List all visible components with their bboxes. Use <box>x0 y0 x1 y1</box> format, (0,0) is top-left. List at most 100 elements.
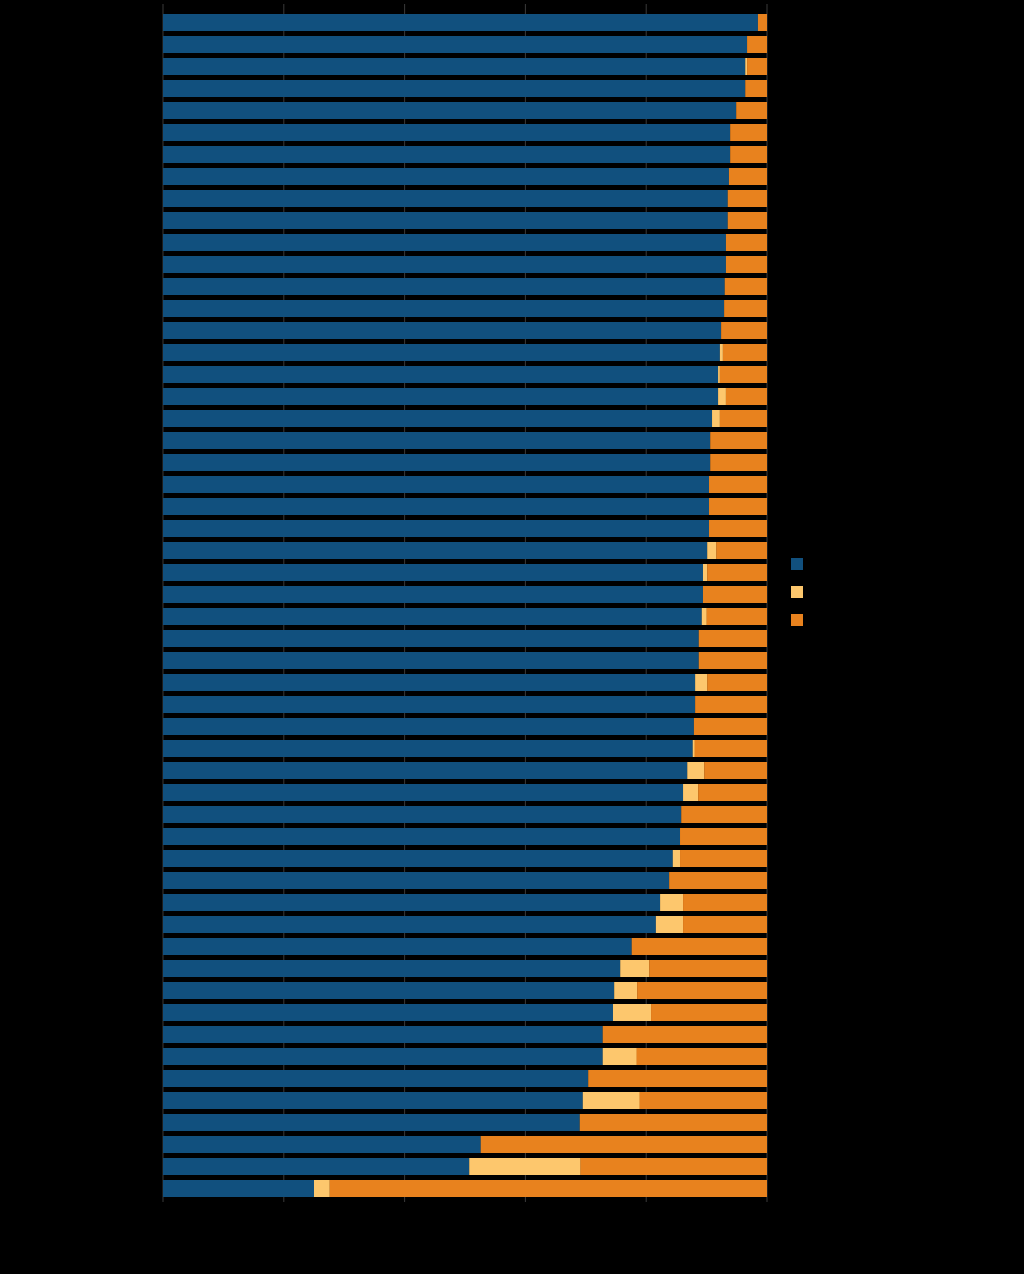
bar-segment <box>637 982 767 999</box>
bar-segment <box>163 762 688 779</box>
bar-segment <box>163 872 670 889</box>
bar-segment <box>163 1070 589 1087</box>
bar-segment <box>163 586 703 603</box>
bar-segment <box>698 652 767 669</box>
bar-segment <box>680 850 767 867</box>
x-tick-label: 0 <box>160 1210 167 1224</box>
bar-segment <box>602 1048 637 1065</box>
bar-segment <box>683 894 767 911</box>
bar-segment <box>639 1092 767 1109</box>
bar-segment <box>163 608 702 625</box>
bar-segment <box>163 938 632 955</box>
bar-segment <box>163 102 737 119</box>
x-tick-label: 20 <box>277 1210 291 1224</box>
bar-segment <box>163 718 694 735</box>
bar-segment <box>163 58 746 75</box>
bar-segment <box>649 960 767 977</box>
bar-segment <box>669 872 767 889</box>
bar-segment <box>580 1158 767 1175</box>
bar-segment <box>582 1092 640 1109</box>
bar-segment <box>687 762 705 779</box>
bar-segment <box>702 586 767 603</box>
bar-segment <box>727 212 767 229</box>
bar-segment <box>163 498 710 515</box>
bar-segment <box>693 718 767 735</box>
bar-segment <box>163 784 684 801</box>
bar-segment <box>163 696 696 713</box>
legend-swatch <box>791 558 803 570</box>
bar-segment <box>683 784 699 801</box>
bar-segment <box>163 828 681 845</box>
bar-segment <box>163 454 711 471</box>
bar-segment <box>163 806 682 823</box>
bar-segment <box>163 14 758 31</box>
bar-segment <box>721 322 767 339</box>
bar-segment <box>163 410 713 427</box>
bar-segment <box>728 168 767 185</box>
bar-segment <box>702 564 708 581</box>
bar-segment <box>725 256 767 273</box>
bar-segment <box>163 124 731 141</box>
bar-segment <box>655 916 684 933</box>
bar-segment <box>694 740 767 757</box>
bar-segment <box>163 476 710 493</box>
x-tick-label: 100 <box>757 1210 777 1224</box>
bar-segment <box>730 146 767 163</box>
bar-segment <box>747 58 767 75</box>
bar-segment <box>163 1092 583 1109</box>
bar-segment <box>163 960 621 977</box>
bar-segment <box>163 256 726 273</box>
legend-swatch <box>791 614 803 626</box>
bar-segment <box>163 674 696 691</box>
bar-segment <box>163 740 693 757</box>
bar-segment <box>724 278 767 295</box>
bar-segment <box>469 1158 581 1175</box>
bar-segment <box>579 1114 767 1131</box>
bar-segment <box>631 938 767 955</box>
bar-segment <box>725 388 767 405</box>
bar-segment <box>747 36 767 53</box>
bar-segment <box>163 916 656 933</box>
bar-segment <box>602 1026 767 1043</box>
bar-segment <box>736 102 767 119</box>
bar-segment <box>695 674 708 691</box>
bar-segment <box>163 982 615 999</box>
bar-segment <box>163 388 719 405</box>
bar-segment <box>712 410 720 427</box>
bar-segment <box>692 740 695 757</box>
bar-segment <box>651 1004 767 1021</box>
bar-segment <box>588 1070 767 1087</box>
bar-segment <box>709 498 767 515</box>
bar-segment <box>683 916 767 933</box>
bar-segment <box>163 1048 603 1065</box>
bar-segment <box>163 850 673 867</box>
bar-segment <box>757 14 767 31</box>
bar-segment <box>636 1048 767 1065</box>
bar-segment <box>707 564 767 581</box>
bar-segment <box>707 542 717 559</box>
bar-segment <box>722 344 767 361</box>
bar-segment <box>704 762 767 779</box>
bar-segment <box>163 1004 613 1021</box>
x-tick-label: 80 <box>640 1210 654 1224</box>
bar-segment <box>163 80 746 97</box>
bar-segment <box>709 476 767 493</box>
bar-segment <box>163 542 708 559</box>
bar-segment <box>163 146 731 163</box>
bar-segment <box>718 388 726 405</box>
bar-segment <box>727 190 767 207</box>
bar-segment <box>163 234 726 251</box>
bar-segment <box>660 894 684 911</box>
bar-segment <box>709 520 767 537</box>
bar-segment <box>698 784 767 801</box>
bar-segment <box>163 168 729 185</box>
bar-segment <box>163 564 703 581</box>
bar-segment <box>724 300 767 317</box>
legend-swatch <box>791 586 803 598</box>
bar-segment <box>329 1180 767 1197</box>
bar-segment <box>719 366 767 383</box>
bar-segment <box>701 608 707 625</box>
bar-segment <box>163 520 710 537</box>
bar-segment <box>163 366 719 383</box>
bar-segment <box>163 344 720 361</box>
